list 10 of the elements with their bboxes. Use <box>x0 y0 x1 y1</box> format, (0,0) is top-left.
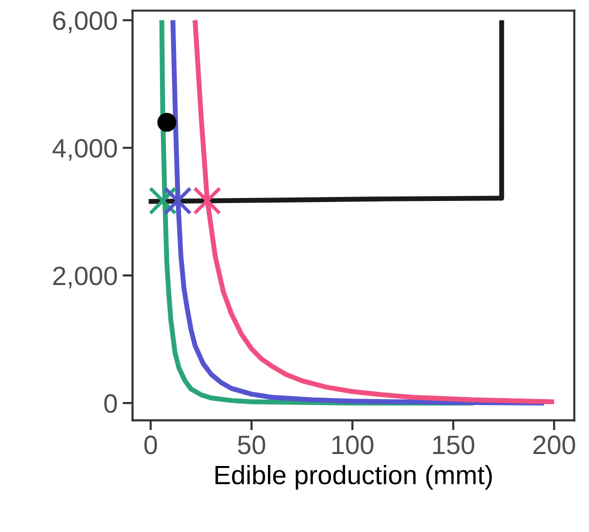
x-tick-label: 0 <box>144 436 157 454</box>
y-tick-label: 0 <box>104 394 117 413</box>
x-axis-title: Edible production (mmt) <box>216 465 492 490</box>
x-tick-label: 50 <box>238 436 266 454</box>
x-tick-label: 200 <box>533 436 576 454</box>
y-tick-label: 2,000 <box>53 266 117 288</box>
x-tick-label: 150 <box>433 436 474 454</box>
y-tick-label: 6,000 <box>53 11 117 34</box>
x-tick-label: 100 <box>332 436 374 454</box>
y-tick-label: 4,000 <box>52 138 117 161</box>
